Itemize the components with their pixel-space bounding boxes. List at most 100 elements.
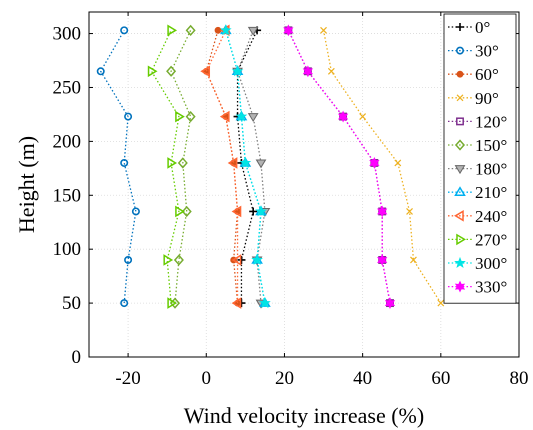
legend-label: 210° bbox=[475, 183, 507, 202]
y-tick-label: 100 bbox=[53, 239, 82, 260]
legend-item: 30° bbox=[448, 42, 499, 61]
legend-item: 240° bbox=[448, 207, 507, 226]
series-10 bbox=[219, 24, 271, 309]
legend-label: 270° bbox=[475, 230, 507, 249]
data-point bbox=[327, 67, 335, 75]
data-point bbox=[147, 65, 158, 78]
y-tick-label: 200 bbox=[53, 131, 82, 152]
data-point bbox=[406, 208, 413, 215]
legend-marker bbox=[456, 70, 464, 78]
data-point bbox=[410, 256, 417, 264]
data-point bbox=[337, 110, 349, 123]
legend-item: 180° bbox=[448, 160, 507, 179]
data-point bbox=[167, 297, 178, 309]
x-tick-label: 80 bbox=[510, 368, 529, 389]
y-axis-title: Height (m) bbox=[14, 136, 39, 233]
data-point bbox=[255, 159, 267, 169]
data-point bbox=[227, 157, 238, 169]
data-point bbox=[231, 254, 242, 266]
legend-marker bbox=[454, 139, 466, 151]
legend-label: 30° bbox=[475, 42, 499, 61]
legend-item: 0° bbox=[448, 18, 490, 37]
data-point bbox=[120, 158, 129, 167]
data-point bbox=[283, 24, 294, 37]
data-point bbox=[235, 110, 248, 122]
series-4 bbox=[284, 26, 394, 308]
data-point bbox=[437, 299, 445, 307]
data-point bbox=[167, 157, 178, 169]
legend-marker bbox=[454, 165, 466, 175]
data-point bbox=[369, 157, 380, 169]
data-point bbox=[124, 255, 133, 264]
legend-marker bbox=[456, 117, 464, 126]
legend-label: 180° bbox=[475, 160, 507, 179]
legend-label: 240° bbox=[475, 207, 507, 226]
legend-marker bbox=[456, 94, 464, 102]
data-point bbox=[173, 254, 184, 266]
x-tick-label: 60 bbox=[431, 368, 450, 389]
x-tick-label: 20 bbox=[275, 368, 294, 389]
series-line bbox=[170, 30, 192, 304]
data-point bbox=[185, 24, 196, 36]
legend-item: 60° bbox=[448, 65, 499, 84]
data-point bbox=[200, 65, 211, 78]
series-9 bbox=[147, 24, 185, 309]
data-point bbox=[237, 255, 246, 264]
legend-label: 90° bbox=[475, 89, 499, 108]
data-point bbox=[377, 205, 388, 218]
data-point bbox=[320, 26, 327, 34]
data-point bbox=[120, 26, 129, 35]
legend-item: 150° bbox=[448, 136, 507, 155]
data-point bbox=[247, 26, 259, 36]
axis-ticks: -20 0 20 40 60 80 0 50 100 150 200 250 300 bbox=[53, 12, 529, 389]
x-tick-label: 40 bbox=[353, 368, 372, 389]
data-point bbox=[377, 254, 388, 266]
data-point bbox=[167, 24, 178, 37]
legend-label: 330° bbox=[475, 278, 507, 297]
legend: 0° 30° 60° 90° 120° 150° 180° 210° 240° 270° 300° 3… bbox=[443, 13, 517, 304]
data-point bbox=[219, 24, 232, 36]
data-point bbox=[231, 297, 242, 309]
legend-marker bbox=[454, 256, 466, 268]
legend-box bbox=[443, 13, 517, 304]
legend-label: 0° bbox=[475, 18, 490, 37]
legend-marker bbox=[456, 233, 466, 246]
series-11 bbox=[283, 24, 396, 310]
data-point bbox=[175, 205, 185, 218]
data-point bbox=[231, 65, 244, 77]
legend-marker bbox=[454, 209, 464, 222]
data-point bbox=[302, 65, 314, 78]
y-tick-label: 50 bbox=[62, 293, 81, 314]
data-point bbox=[219, 110, 230, 123]
series-1 bbox=[96, 26, 140, 308]
data-point bbox=[255, 205, 267, 217]
legend-label: 150° bbox=[475, 136, 507, 155]
data-point bbox=[231, 205, 242, 218]
data-point bbox=[131, 207, 140, 216]
data-point bbox=[124, 112, 133, 121]
series-group bbox=[96, 24, 445, 310]
legend-item: 270° bbox=[448, 230, 507, 249]
data-point bbox=[239, 156, 252, 168]
data-point bbox=[247, 113, 259, 123]
data-point bbox=[185, 110, 196, 123]
data-point bbox=[259, 296, 271, 309]
plot-area bbox=[88, 11, 520, 358]
legend-marker bbox=[456, 23, 464, 31]
data-point bbox=[166, 65, 177, 77]
data-point bbox=[394, 159, 402, 167]
data-point bbox=[120, 299, 129, 308]
data-point bbox=[249, 207, 258, 216]
data-point bbox=[175, 110, 185, 123]
data-point bbox=[163, 254, 174, 266]
y-tick-label: 250 bbox=[53, 77, 82, 98]
series-3 bbox=[320, 26, 445, 307]
legend-item: 120° bbox=[448, 112, 507, 131]
series-5 bbox=[166, 24, 196, 309]
data-point bbox=[181, 205, 192, 218]
legend-marker bbox=[455, 46, 464, 55]
legend-item: 210° bbox=[448, 183, 507, 202]
data-point bbox=[251, 253, 263, 265]
legend-label: 120° bbox=[475, 112, 507, 131]
